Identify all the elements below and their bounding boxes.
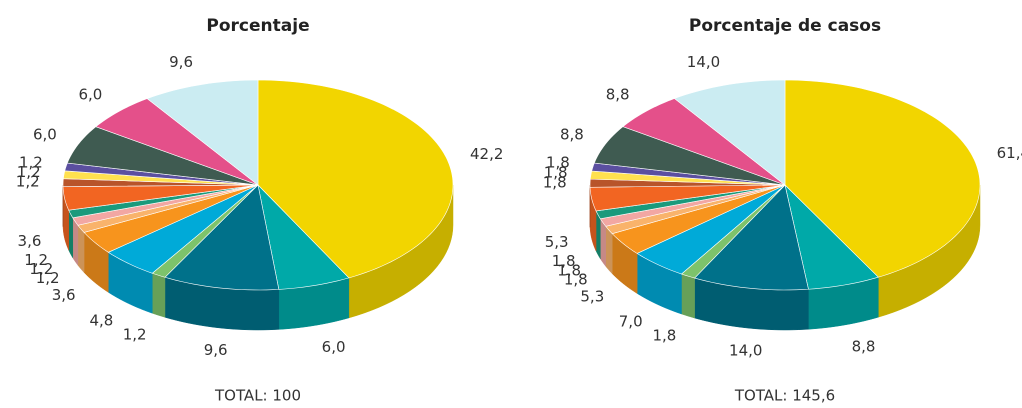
data-label: 1,2 [29,260,53,278]
data-label: 1,2 [123,326,147,344]
pie-side [605,225,613,275]
data-label: 1,8 [543,173,567,191]
data-label: 3,6 [52,286,76,304]
pie-slice [611,184,786,254]
pie-slice [164,184,280,291]
pie-slice [784,184,879,290]
data-label: 1,8 [564,270,588,288]
data-label: 3,6 [18,232,42,250]
data-label: 1,8 [557,261,581,279]
pie-side [77,224,85,274]
data-label: 1,8 [546,154,570,172]
data-label: 6,0 [78,86,102,104]
total-label: TOTAL: 100 [214,387,301,405]
pie-slice [107,184,259,274]
total-label: TOTAL: 145,6 [734,387,835,405]
pie-slice [66,126,259,186]
pie-slice [62,184,259,211]
pie-slice [146,79,259,186]
pie [62,79,454,331]
pie-slice [622,98,786,186]
pie-slice [636,184,786,275]
data-label: 8,8 [606,86,630,104]
data-label: 5,3 [545,233,569,251]
data-label: 1,8 [552,252,576,270]
data-label: 9,6 [169,53,193,71]
pie-side [152,272,166,318]
pie-slice [673,79,786,186]
data-label: 61,4 [997,144,1022,162]
data-label: 7,0 [619,313,643,331]
chart-title: Porcentaje [206,16,309,36]
data-label: 4,8 [89,311,113,329]
data-label: 8,8 [560,126,584,144]
data-label: 1,8 [544,163,568,181]
data-label: 1,2 [36,269,60,287]
pie-side [681,273,695,319]
data-label: 5,3 [580,287,604,305]
data-label: 42,2 [470,145,503,163]
pie-slice [257,184,350,290]
chart-title: Porcentaje de casos [689,16,881,36]
pie [589,79,981,331]
data-label: 1,2 [16,173,40,191]
pie-slice [257,79,454,279]
data-label: 8,8 [852,337,876,355]
data-label: 6,0 [33,126,57,144]
data-label: 1,8 [652,327,676,345]
pie-side [72,216,79,266]
pie-slice [83,184,259,253]
data-label: 9,6 [204,341,228,359]
data-label: 14,0 [729,342,762,360]
pie-slice [694,184,809,291]
data-label: 14,0 [687,53,720,71]
data-label: 1,2 [24,251,48,269]
pie-slice [589,184,786,212]
pie-side [600,217,606,268]
pie-slice [95,98,259,186]
pie-slice [593,126,786,186]
data-label: 6,0 [322,338,346,356]
pie-slice [784,79,981,278]
data-label: 1,2 [19,153,43,171]
data-label: 1,2 [17,163,41,181]
